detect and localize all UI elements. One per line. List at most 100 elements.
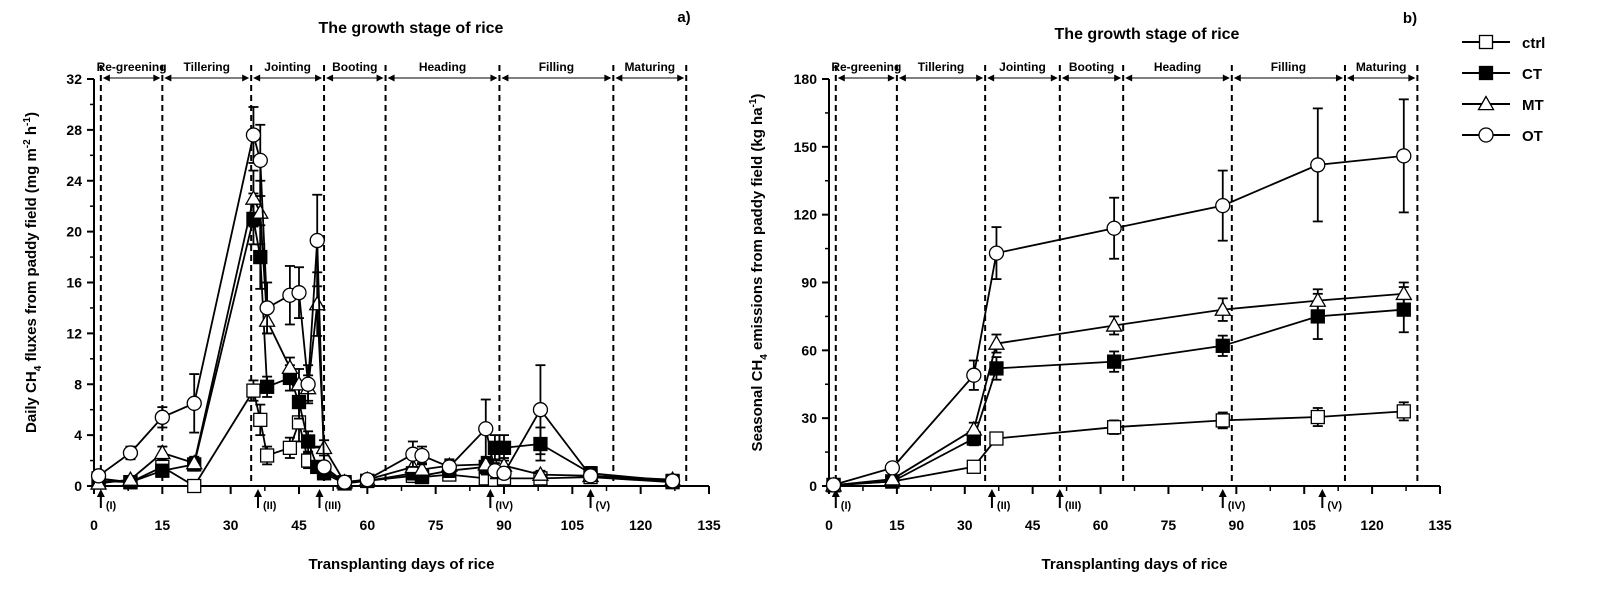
stage-arrow-head — [1061, 74, 1069, 82]
series-line-CT — [833, 308, 1404, 486]
data-point-OT — [414, 447, 430, 464]
x-tick-label: 135 — [1428, 517, 1452, 533]
data-point-ctrl — [282, 440, 298, 455]
data-point-ctrl — [1106, 420, 1122, 435]
x-tick-label: 105 — [1293, 517, 1317, 533]
data-point-CT — [155, 463, 170, 478]
x-tick-label: 15 — [155, 517, 171, 533]
event-label: (I) — [106, 500, 117, 512]
x-tick-label: 105 — [561, 517, 585, 533]
panel-label: a) — [677, 9, 690, 26]
data-point-OT — [532, 402, 549, 418]
data-point-OT — [252, 152, 268, 169]
stage-arrow-head — [1222, 74, 1230, 82]
event-arrow-head — [831, 489, 840, 497]
data-point-MT — [1395, 284, 1413, 301]
stage-arrow-head — [677, 74, 685, 82]
y-axis-title-part: emissions from paddy field (kg ha — [749, 107, 766, 354]
event-arrow-head — [486, 489, 495, 497]
event-label: (II) — [997, 500, 1011, 512]
stage-arrow-head — [1335, 74, 1343, 82]
data-point-MT — [185, 454, 203, 470]
data-point-OT — [441, 459, 457, 475]
x-tick-label: 120 — [1360, 517, 1384, 533]
panel-label: b) — [1403, 10, 1417, 27]
x-tick-label: 0 — [90, 517, 98, 533]
stage-arrow-head — [253, 74, 261, 82]
event-label: (III) — [1065, 500, 1082, 512]
data-point-CT — [1106, 354, 1122, 369]
stage-arrow-head — [604, 74, 612, 82]
stage-label: Filling — [1271, 60, 1306, 74]
data-point-ctrl — [966, 459, 981, 474]
data-point-ctrl — [187, 478, 202, 494]
event-arrow-head — [586, 489, 595, 497]
y-tick-label: 28 — [66, 122, 82, 138]
stage-label: Heading — [1154, 60, 1201, 74]
data-point-CT — [496, 440, 512, 455]
chart-panel-b: The growth stage of rice b) Re-greening Til… — [748, 10, 1452, 573]
series-ctrl — [826, 401, 1411, 493]
x-tick-label: 30 — [223, 517, 239, 533]
series-CT — [826, 286, 1411, 493]
y-tick-label: 0 — [809, 478, 817, 494]
y-axis-title-part: 4 — [33, 365, 44, 371]
data-point-MT — [244, 189, 263, 205]
stage-arrow-head — [242, 74, 250, 82]
x-tick-label: 60 — [360, 517, 376, 533]
data-point-CT — [259, 379, 275, 394]
event-arrow-head — [96, 489, 105, 497]
y-axis-title-part: Seasonal CH — [749, 360, 766, 452]
x-axis-title: Transplanting days of rice — [1042, 556, 1228, 573]
event-label: (II) — [263, 500, 277, 512]
stage-arrow-head — [898, 74, 906, 82]
y-tick-label: 30 — [801, 410, 817, 426]
series-line-MT — [833, 292, 1404, 487]
y-tick-label: 4 — [74, 427, 82, 443]
x-axis-title: Transplanting days of rice — [309, 556, 495, 573]
data-point-MT — [987, 334, 1006, 350]
data-point-MT — [251, 203, 269, 219]
legend-label: ctrl — [1522, 35, 1545, 52]
data-point-OT — [186, 395, 202, 411]
data-point-OT — [1215, 197, 1231, 214]
stage-arrow-head — [976, 74, 984, 82]
data-point-MT — [883, 470, 901, 486]
x-tick-label: 90 — [496, 517, 512, 533]
y-tick-label: 32 — [66, 71, 82, 87]
y-axis-title-part: fluxes from paddy field (mg m — [23, 148, 40, 366]
series-OT — [825, 98, 1412, 493]
data-point-OT — [245, 127, 262, 143]
data-point-MT — [413, 460, 431, 476]
stage-arrow-head — [153, 74, 161, 82]
event-label: (V) — [596, 500, 611, 512]
stage-arrow-head — [326, 74, 334, 82]
stage-label: Jointing — [999, 60, 1046, 74]
x-tick-label: 60 — [1093, 517, 1109, 533]
x-tick-label: 135 — [697, 517, 721, 533]
y-axis-title-part: h — [23, 126, 40, 139]
y-axis-title-part: -1 — [22, 117, 33, 126]
legend-label: CT — [1522, 66, 1542, 83]
event-label: (V) — [1327, 500, 1342, 512]
stage-arrow-head — [1125, 74, 1133, 82]
stage-arrow-head — [987, 74, 995, 82]
y-axis-title: Daily CH4 fluxes from paddy field (mg m -… — [22, 112, 44, 433]
data-point-MT — [121, 470, 140, 486]
legend-marker-ctrl — [1478, 34, 1494, 50]
data-point-OT — [966, 367, 982, 383]
y-axis-title-part: Daily CH — [23, 371, 40, 433]
y-tick-label: 20 — [66, 224, 82, 240]
data-point-OT — [1106, 220, 1122, 236]
data-point-OT — [122, 445, 139, 461]
event-arrow-head — [987, 489, 996, 497]
event-label: (IV) — [1228, 500, 1246, 512]
x-tick-label: 75 — [428, 517, 444, 533]
y-axis-title-part: -1 — [748, 98, 759, 107]
y-axis-title: Seasonal CH4 emissions from paddy field … — [748, 94, 770, 452]
stage-arrow-head — [1408, 74, 1416, 82]
data-point-ctrl — [1215, 413, 1230, 428]
data-point-ctrl — [1310, 409, 1325, 425]
stage-label: Re-greening — [831, 60, 901, 74]
data-point-OT — [988, 245, 1005, 261]
